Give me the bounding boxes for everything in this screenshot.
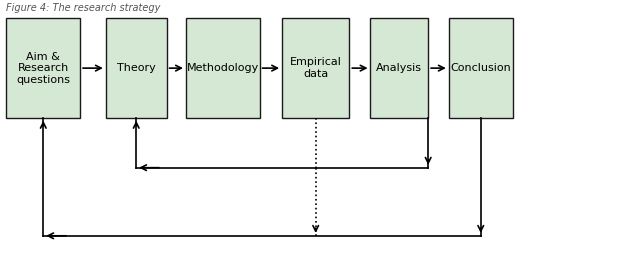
Text: Empirical
data: Empirical data — [290, 57, 342, 79]
FancyBboxPatch shape — [449, 18, 513, 118]
FancyBboxPatch shape — [186, 18, 260, 118]
FancyBboxPatch shape — [282, 18, 349, 118]
FancyBboxPatch shape — [6, 18, 80, 118]
Text: Analysis: Analysis — [376, 63, 422, 73]
FancyBboxPatch shape — [106, 18, 167, 118]
FancyBboxPatch shape — [370, 18, 428, 118]
Text: Figure 4: The research strategy: Figure 4: The research strategy — [6, 3, 161, 13]
Text: Aim &
Research
questions: Aim & Research questions — [16, 52, 71, 85]
Text: Theory: Theory — [117, 63, 156, 73]
Text: Methodology: Methodology — [187, 63, 259, 73]
Text: Conclusion: Conclusion — [451, 63, 511, 73]
